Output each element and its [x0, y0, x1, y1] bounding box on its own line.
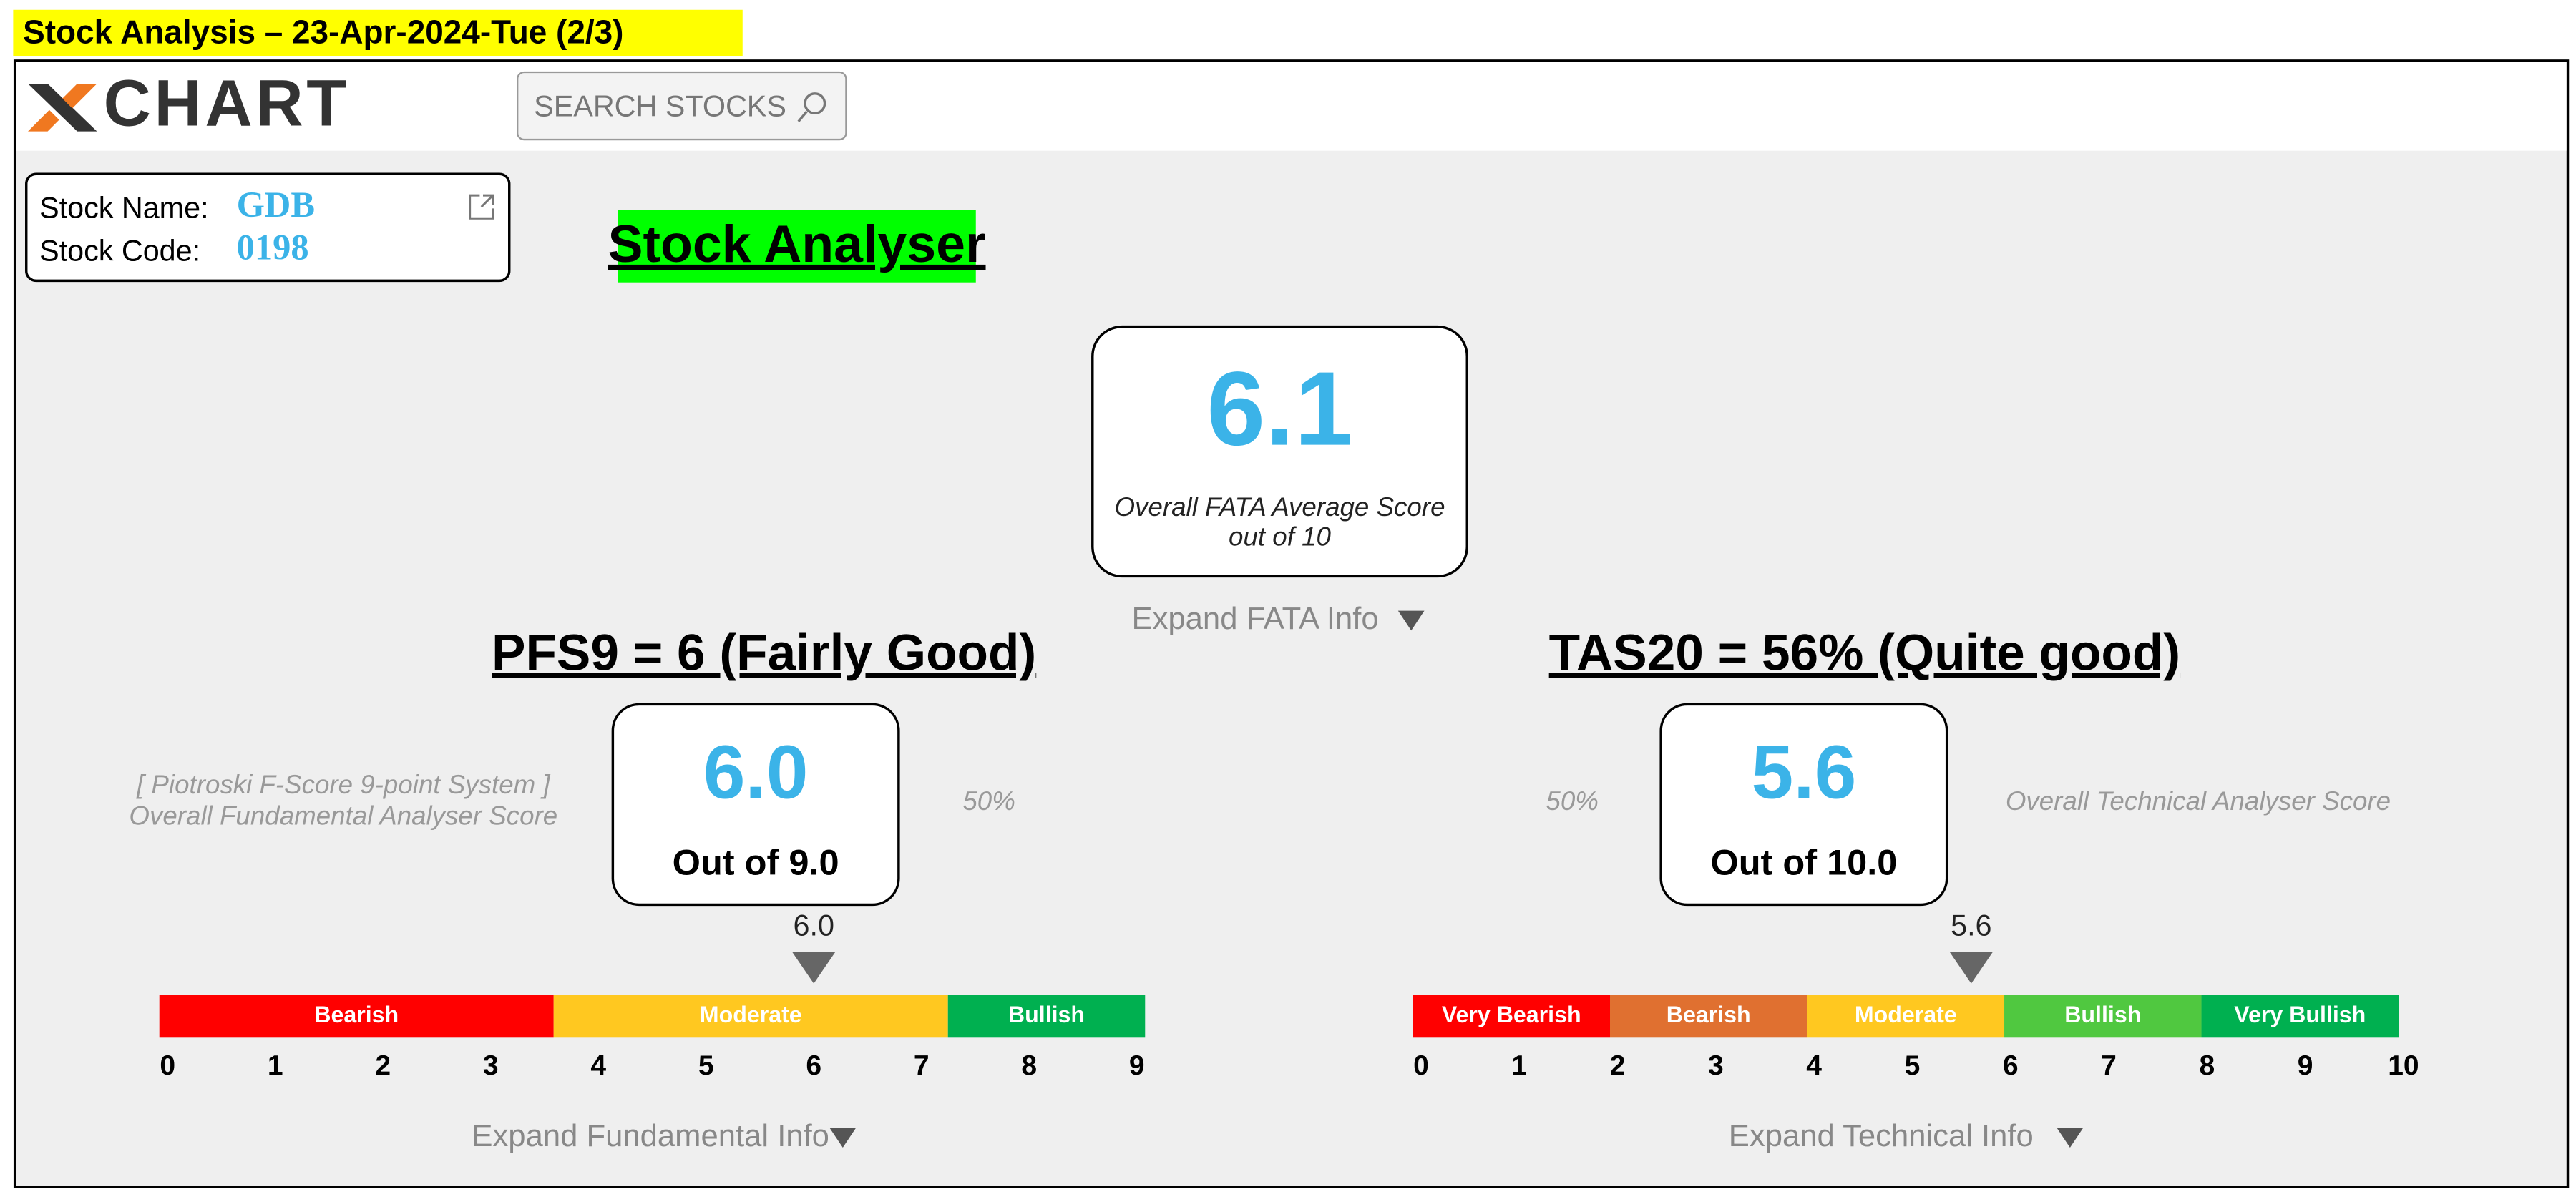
fundamental-score: 6.0 — [703, 731, 809, 815]
fundamental-percent: 50% — [962, 786, 1015, 816]
search-placeholder: SEARCH STOCKS — [534, 89, 786, 122]
scale-tick-label: 10 — [2388, 1050, 2419, 1081]
scale-tick-label: 4 — [590, 1050, 606, 1081]
scale-tick-label: 1 — [1511, 1050, 1527, 1081]
scale-zone — [159, 995, 554, 1038]
logo[interactable]: CHART — [28, 67, 350, 140]
score-pointer — [792, 952, 836, 984]
fundamental-heading: PFS9 = 6 (Fairly Good) — [492, 625, 1036, 682]
external-link-icon[interactable] — [469, 194, 494, 220]
technical-side: Overall Technical Analyser Score — [2006, 786, 2391, 816]
overall-card — [1091, 325, 1468, 578]
scale-zone — [553, 995, 948, 1038]
zone-label: Bullish — [2064, 1002, 2141, 1027]
scale-tick-label: 6 — [806, 1050, 821, 1081]
zone-label: Very Bearish — [1442, 1002, 1581, 1027]
fundamental-side: [ Piotroski F-Score 9-point System ] — [136, 770, 550, 799]
scale-zone — [2201, 995, 2399, 1038]
scale-zone — [2004, 995, 2202, 1038]
banner: Stock Analyser — [608, 215, 986, 273]
scale-tick-label: 2 — [375, 1050, 391, 1081]
stock-code-label: Stock Code: — [39, 234, 200, 267]
scale-zone — [1807, 995, 2005, 1038]
fundamental-side: Overall Fundamental Analyser Score — [129, 801, 557, 831]
search-icon — [804, 92, 826, 115]
stock-card — [25, 172, 511, 283]
scale-tick-label: 0 — [1413, 1050, 1429, 1081]
scale-tick-label: 4 — [1806, 1050, 1822, 1081]
scale-tick-label: 5 — [1905, 1050, 1921, 1081]
scale-tick-label: 3 — [483, 1050, 499, 1081]
logo-x-accent — [62, 84, 97, 109]
external-link-icon — [469, 194, 494, 220]
expand-arrow[interactable] — [829, 1128, 857, 1148]
overall-score: 6.1 — [1206, 351, 1352, 468]
pointer-label: 6.0 — [794, 909, 834, 942]
zone-label: Moderate — [700, 1002, 802, 1027]
search-box[interactable]: SEARCH STOCKS — [517, 71, 847, 141]
scale-zone — [1413, 995, 1610, 1038]
zone-label: Moderate — [1855, 1002, 1957, 1027]
stock-name-label: Stock Name: — [39, 192, 208, 225]
stock-code: 0198 — [237, 228, 309, 268]
fundamental-out-of: Out of 9.0 — [673, 842, 839, 883]
scale-tick-label: 2 — [1610, 1050, 1626, 1081]
pointer-label: 5.6 — [1951, 909, 1991, 942]
scale-tick-label: 9 — [1129, 1050, 1145, 1081]
fundamental-card — [611, 703, 900, 907]
logo-x-accent — [28, 109, 59, 132]
expand-link[interactable]: Expand Technical Info — [1729, 1119, 2034, 1153]
technical-percent: 50% — [1546, 786, 1599, 816]
title-bg — [13, 9, 743, 57]
scale-tick-label: 5 — [698, 1050, 714, 1081]
expand-arrow[interactable] — [1397, 610, 1425, 631]
page-title: Stock Analysis – 23-Apr-2024-Tue (2/3) — [23, 13, 623, 50]
search-icon — [797, 110, 808, 122]
score-pointer — [1949, 952, 1993, 984]
technical-out-of: Out of 10.0 — [1710, 842, 1897, 883]
zone-label: Bearish — [314, 1002, 399, 1027]
nav-bar — [16, 62, 2567, 151]
scale-tick-label: 7 — [2101, 1050, 2117, 1081]
logo-text: CHART — [104, 67, 350, 140]
scale-zone — [947, 995, 1146, 1038]
scale-tick-label: 1 — [268, 1050, 283, 1081]
scale-zone — [1610, 995, 1807, 1038]
stock-name: GDB — [237, 185, 315, 225]
logo-x-stroke — [28, 84, 97, 132]
zone-label: Very Bullish — [2234, 1002, 2366, 1027]
scale-tick-label: 8 — [1021, 1050, 1037, 1081]
scale-tick-label: 8 — [2199, 1050, 2215, 1081]
expand-arrow[interactable] — [2057, 1128, 2084, 1148]
zone-label: Bearish — [1667, 1002, 1751, 1027]
scale-tick-label: 6 — [2003, 1050, 2019, 1081]
expand-link[interactable]: Expand FATA Info — [1132, 602, 1379, 636]
search-field[interactable] — [517, 71, 847, 141]
expand-link[interactable]: Expand Fundamental Info — [472, 1119, 829, 1153]
zone-label: Bullish — [1008, 1002, 1085, 1027]
scale-tick-label: 3 — [1708, 1050, 1724, 1081]
scale-tick-label: 9 — [2298, 1050, 2313, 1081]
technical-score: 5.6 — [1752, 731, 1857, 815]
scale-tick-label: 0 — [160, 1050, 175, 1081]
overall-caption: out of 10 — [1229, 522, 1332, 551]
technical-heading: TAS20 = 56% (Quite good) — [1549, 625, 2180, 682]
scale-tick-label: 7 — [914, 1050, 930, 1081]
technical-card — [1659, 703, 1948, 907]
overall-caption: Overall FATA Average Score — [1115, 492, 1445, 522]
banner-bg — [618, 210, 976, 283]
